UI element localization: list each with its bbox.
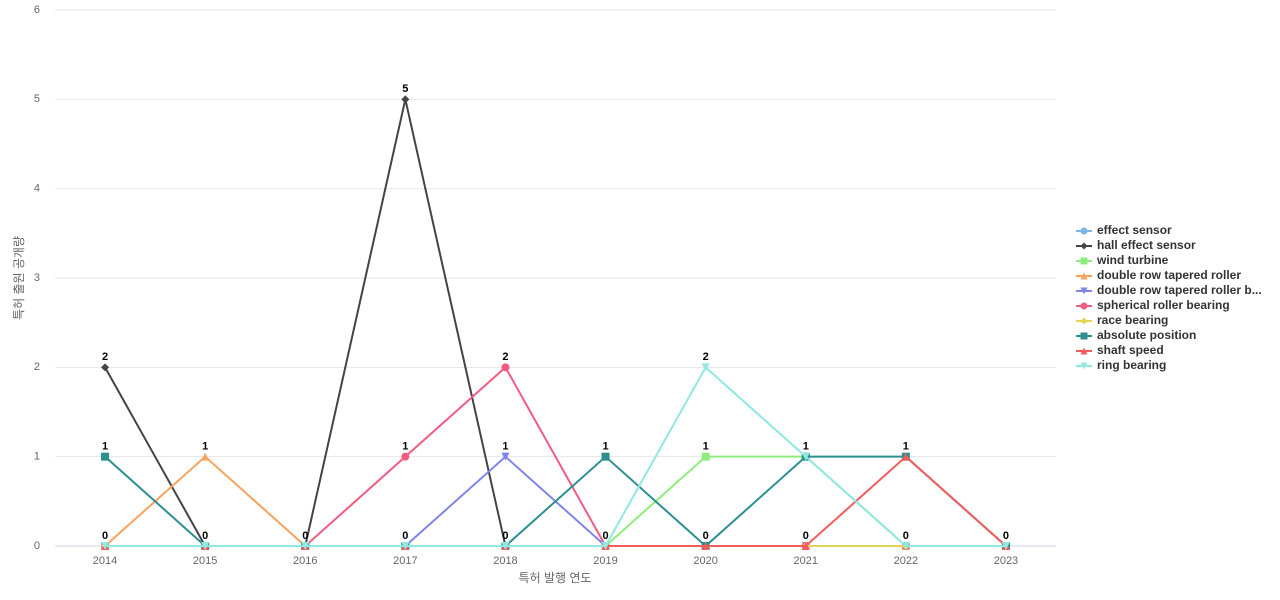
data-label: 1 — [903, 441, 909, 453]
legend-label: ring bearing — [1097, 358, 1166, 372]
data-label: 1 — [102, 441, 108, 453]
x-tick-label: 2018 — [493, 555, 517, 567]
marker — [1080, 242, 1088, 250]
y-tick-label: 5 — [34, 93, 40, 105]
data-label: 0 — [803, 530, 809, 542]
marker — [601, 452, 610, 461]
data-label: 5 — [402, 83, 408, 95]
marker — [201, 542, 210, 550]
data-label: 0 — [202, 530, 208, 542]
x-tick-label: 2015 — [193, 555, 217, 567]
marker — [1080, 362, 1088, 370]
marker — [801, 542, 810, 550]
data-label: 1 — [502, 441, 508, 453]
data-label: 0 — [602, 530, 608, 542]
marker — [1080, 272, 1088, 280]
x-axis-title: 특허 발행 연도 — [519, 570, 592, 585]
legend-label: double row tapered roller — [1097, 268, 1241, 282]
y-tick-label: 3 — [34, 272, 40, 284]
legend-label: spherical roller bearing — [1097, 298, 1230, 312]
marker — [901, 542, 910, 550]
marker — [101, 452, 110, 461]
legend-label: double row tapered roller b... — [1097, 283, 1262, 297]
marker — [301, 542, 310, 550]
legend-label: shaft speed — [1097, 343, 1164, 357]
data-label: 0 — [102, 530, 108, 542]
data-label: 1 — [803, 441, 809, 453]
data-label: 2 — [502, 351, 508, 363]
y-axis-title: 특허 출원 공개량 — [12, 236, 26, 320]
data-label: 1 — [703, 441, 709, 453]
marker — [401, 452, 410, 461]
marker — [101, 363, 110, 372]
data-label: 0 — [402, 530, 408, 542]
marker — [1080, 317, 1088, 325]
legend-label: hall effect sensor — [1097, 238, 1196, 252]
data-label: 2 — [703, 351, 709, 363]
marker — [501, 363, 510, 372]
x-tick-label: 2016 — [293, 555, 317, 567]
y-tick-label: 0 — [34, 540, 40, 552]
marker — [1080, 332, 1088, 340]
data-label: 2 — [102, 351, 108, 363]
data-label: 0 — [502, 530, 508, 542]
legend-label: absolute position — [1097, 328, 1196, 342]
marker — [1080, 227, 1088, 235]
y-tick-label: 1 — [34, 451, 40, 463]
series-line — [104, 455, 1007, 548]
x-tick-label: 2019 — [593, 555, 617, 567]
marker — [801, 452, 810, 461]
x-tick-label: 2017 — [393, 555, 417, 567]
marker — [501, 542, 510, 550]
data-label: 0 — [1003, 530, 1009, 542]
y-tick-label: 4 — [34, 183, 40, 195]
data-label: 1 — [202, 441, 208, 453]
x-tick-label: 2020 — [693, 555, 717, 567]
marker — [501, 452, 510, 461]
data-label: 0 — [903, 530, 909, 542]
marker — [901, 452, 910, 461]
marker — [701, 542, 710, 550]
marker — [201, 452, 210, 461]
marker — [101, 542, 110, 550]
x-tick-label: 2022 — [894, 555, 918, 567]
marker — [1080, 257, 1088, 265]
marker — [701, 363, 710, 372]
marker — [1080, 302, 1088, 310]
data-label: 0 — [302, 530, 308, 542]
y-tick-label: 2 — [34, 361, 40, 373]
series-line — [105, 365, 1006, 547]
series — [101, 452, 1010, 550]
x-tick-label: 2014 — [93, 555, 117, 567]
data-label: 1 — [602, 441, 608, 453]
data-label: 0 — [703, 530, 709, 542]
legend-label: wind turbine — [1096, 253, 1169, 267]
marker — [1001, 542, 1010, 550]
series — [101, 95, 1010, 550]
legend-label: race bearing — [1097, 313, 1168, 327]
x-tick-label: 2021 — [794, 555, 818, 567]
marker — [401, 542, 410, 550]
marker — [1080, 347, 1088, 355]
legend-label: effect sensor — [1097, 223, 1172, 237]
x-tick-label: 2023 — [994, 555, 1018, 567]
y-tick-label: 6 — [34, 4, 40, 16]
marker — [601, 542, 610, 550]
series-line — [104, 99, 1006, 547]
data-label: 1 — [402, 441, 408, 453]
marker — [1080, 287, 1088, 295]
marker — [701, 452, 710, 461]
series — [101, 363, 1010, 550]
marker — [401, 95, 410, 104]
